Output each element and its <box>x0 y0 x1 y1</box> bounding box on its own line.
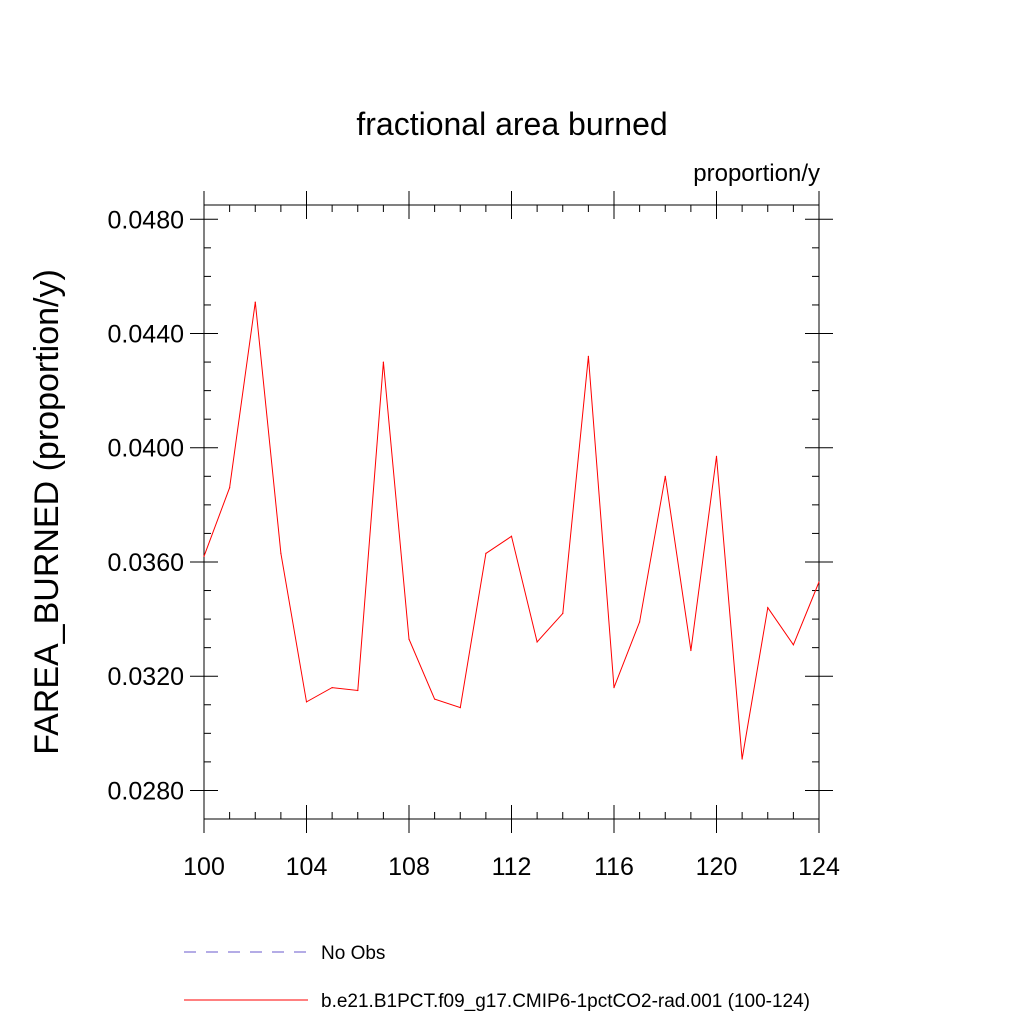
y-axis-label: FAREA_BURNED (proportion/y) <box>28 269 66 755</box>
data-point <box>562 612 564 614</box>
chart-title: fractional area burned <box>356 106 667 142</box>
axis-ticks <box>190 191 833 833</box>
legend-label: No Obs <box>321 943 385 964</box>
data-point <box>485 552 487 555</box>
y-tick-label: 0.0320 <box>108 663 184 691</box>
data-point <box>382 361 384 363</box>
x-tick-label: 120 <box>696 853 738 881</box>
data-point <box>664 475 666 477</box>
data-point <box>408 638 410 640</box>
data-point <box>305 701 308 703</box>
data-point <box>587 355 589 357</box>
y-tick-label: 0.0360 <box>108 549 184 577</box>
data-point <box>434 698 436 700</box>
data-point <box>767 607 769 609</box>
y-tick-label: 0.0280 <box>108 777 184 805</box>
data-point <box>459 707 461 709</box>
data-point <box>741 758 743 760</box>
data-point <box>792 644 794 646</box>
plot-frame <box>203 204 820 820</box>
x-tick-label: 104 <box>286 853 328 881</box>
data-point <box>331 687 333 689</box>
data-point <box>818 581 820 583</box>
series-layer <box>203 301 820 760</box>
data-point <box>639 621 641 623</box>
data-point <box>357 689 359 692</box>
x-tick-label: 112 <box>492 853 532 881</box>
series-line <box>203 302 820 760</box>
x-tick-label: 124 <box>798 853 840 881</box>
data-point <box>510 535 513 537</box>
data-point <box>280 552 282 555</box>
legend-label: b.e21.B1PCT.f09_g17.CMIP6-1pctCO2-rad.00… <box>321 991 810 1012</box>
tick-labels: 100 104 108 112 116 120 124 0.0280 0.0320 0.0360 0… <box>108 206 840 881</box>
data-point <box>254 301 256 303</box>
data-point <box>715 455 718 457</box>
y-tick-label: 0.0440 <box>108 321 184 349</box>
units-label: proportion/y <box>693 160 820 187</box>
data-point <box>536 641 538 643</box>
x-tick-label: 100 <box>183 853 225 881</box>
y-tick-label: 0.0480 <box>108 206 184 234</box>
legend: No Obs b.e21.B1PCT.f09_g17.CMIP6-1pctCO2-… <box>184 943 810 1012</box>
x-tick-label: 116 <box>594 853 634 881</box>
data-point <box>203 555 205 557</box>
x-tick-label: 108 <box>388 853 430 881</box>
data-point <box>613 687 615 689</box>
data-point <box>690 649 692 652</box>
y-tick-label: 0.0400 <box>108 435 184 463</box>
data-point <box>229 487 231 489</box>
